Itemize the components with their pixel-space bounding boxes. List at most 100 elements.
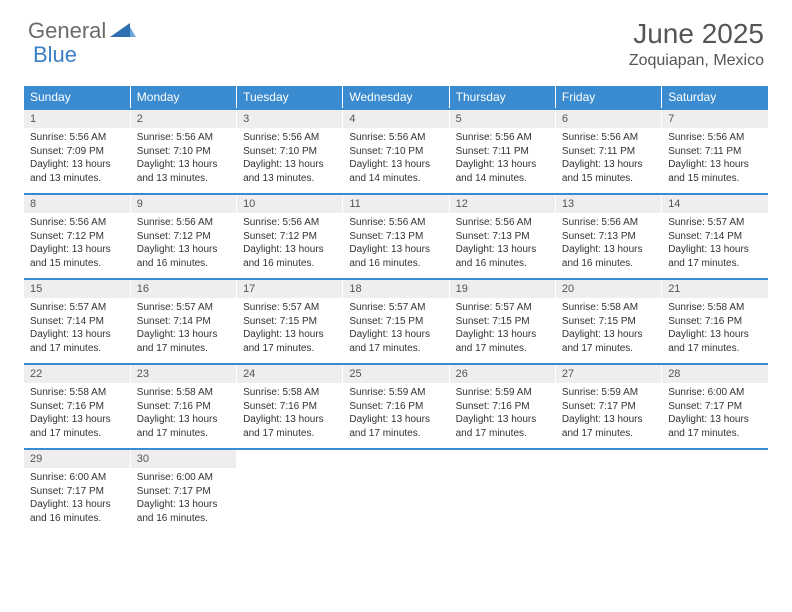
daylight-line: Daylight: 13 hours and 13 minutes. — [30, 158, 124, 185]
sunset-line: Sunset: 7:16 PM — [30, 400, 124, 414]
day-number-cell: 4 — [343, 109, 449, 128]
sunset-value: 7:17 PM — [599, 401, 636, 412]
sunset-line: Sunset: 7:11 PM — [456, 145, 549, 159]
daylight-line: Daylight: 13 hours and 16 minutes. — [243, 243, 336, 270]
sunset-line: Sunset: 7:11 PM — [562, 145, 655, 159]
daylight-label: Daylight: — [456, 414, 495, 425]
day-info-cell: Sunrise: 5:56 AMSunset: 7:10 PMDaylight:… — [237, 128, 343, 194]
day-number-cell: 25 — [343, 364, 449, 383]
daylight-label: Daylight: — [137, 414, 176, 425]
week-number-row: 22232425262728 — [24, 364, 768, 383]
day-info-cell — [343, 468, 449, 533]
sunrise-line: Sunrise: 5:56 AM — [137, 216, 230, 230]
sunrise-label: Sunrise: — [668, 217, 705, 228]
day-info-cell: Sunrise: 5:56 AMSunset: 7:10 PMDaylight:… — [130, 128, 236, 194]
day-number-cell: 29 — [24, 449, 130, 468]
day-header-row: SundayMondayTuesdayWednesdayThursdayFrid… — [24, 86, 768, 109]
day-number-cell: 14 — [662, 194, 768, 213]
sunset-label: Sunset: — [349, 146, 383, 157]
sunset-value: 7:14 PM — [705, 231, 742, 242]
sunset-label: Sunset: — [30, 486, 64, 497]
day-header: Wednesday — [343, 86, 449, 109]
daylight-line: Daylight: 13 hours and 14 minutes. — [456, 158, 549, 185]
sunset-label: Sunset: — [243, 146, 277, 157]
daylight-label: Daylight: — [562, 159, 601, 170]
daylight-line: Daylight: 13 hours and 16 minutes. — [349, 243, 442, 270]
sunset-line: Sunset: 7:10 PM — [137, 145, 230, 159]
sunset-label: Sunset: — [30, 231, 64, 242]
sunset-value: 7:13 PM — [599, 231, 636, 242]
sunset-line: Sunset: 7:13 PM — [562, 230, 655, 244]
daylight-label: Daylight: — [137, 244, 176, 255]
day-info-cell: Sunrise: 5:56 AMSunset: 7:13 PMDaylight:… — [449, 213, 555, 279]
sunset-label: Sunset: — [349, 231, 383, 242]
sunrise-value: 5:56 AM — [708, 132, 745, 143]
sunset-label: Sunset: — [137, 316, 171, 327]
sunrise-line: Sunrise: 5:58 AM — [562, 301, 655, 315]
sunset-line: Sunset: 7:16 PM — [668, 315, 762, 329]
day-info-cell: Sunrise: 5:58 AMSunset: 7:16 PMDaylight:… — [130, 383, 236, 449]
daylight-label: Daylight: — [668, 159, 707, 170]
sunrise-value: 5:56 AM — [69, 132, 106, 143]
sunrise-label: Sunrise: — [30, 472, 67, 483]
day-header: Friday — [555, 86, 661, 109]
sunrise-line: Sunrise: 5:58 AM — [30, 386, 124, 400]
day-number-cell: 23 — [130, 364, 236, 383]
sunset-value: 7:10 PM — [280, 146, 317, 157]
sunrise-line: Sunrise: 5:57 AM — [30, 301, 124, 315]
sunrise-label: Sunrise: — [30, 302, 67, 313]
sunrise-label: Sunrise: — [137, 472, 174, 483]
sunset-value: 7:16 PM — [280, 401, 317, 412]
header: General June 2025 Zoquiapan, Mexico — [0, 0, 792, 78]
daylight-label: Daylight: — [243, 244, 282, 255]
sunrise-label: Sunrise: — [456, 217, 493, 228]
brand-part1: General — [28, 18, 106, 44]
sunset-value: 7:14 PM — [67, 316, 104, 327]
sunrise-value: 5:56 AM — [495, 217, 532, 228]
day-number-cell: 8 — [24, 194, 130, 213]
daylight-line: Daylight: 13 hours and 15 minutes. — [668, 158, 762, 185]
day-info-cell: Sunrise: 5:56 AMSunset: 7:13 PMDaylight:… — [555, 213, 661, 279]
day-number-cell: 19 — [449, 279, 555, 298]
sunrise-line: Sunrise: 5:56 AM — [243, 216, 336, 230]
day-number-cell: 17 — [237, 279, 343, 298]
sunset-label: Sunset: — [456, 146, 490, 157]
sunset-line: Sunset: 7:12 PM — [243, 230, 336, 244]
day-header: Thursday — [449, 86, 555, 109]
sunrise-line: Sunrise: 5:56 AM — [668, 131, 762, 145]
sunrise-label: Sunrise: — [30, 387, 67, 398]
sunset-line: Sunset: 7:15 PM — [243, 315, 336, 329]
brand-triangle-icon — [110, 21, 136, 44]
daylight-line: Daylight: 13 hours and 17 minutes. — [562, 413, 655, 440]
sunset-value: 7:11 PM — [492, 146, 529, 157]
sunrise-line: Sunrise: 5:56 AM — [30, 131, 124, 145]
day-number-cell: 7 — [662, 109, 768, 128]
day-info-cell: Sunrise: 6:00 AMSunset: 7:17 PMDaylight:… — [130, 468, 236, 533]
day-info-cell: Sunrise: 5:57 AMSunset: 7:14 PMDaylight:… — [662, 213, 768, 279]
sunrise-value: 5:58 AM — [69, 387, 106, 398]
week-info-row: Sunrise: 5:57 AMSunset: 7:14 PMDaylight:… — [24, 298, 768, 364]
sunset-line: Sunset: 7:11 PM — [668, 145, 762, 159]
sunrise-value: 6:00 AM — [708, 387, 745, 398]
sunset-value: 7:16 PM — [173, 401, 210, 412]
sunrise-label: Sunrise: — [137, 132, 174, 143]
sunset-value: 7:09 PM — [67, 146, 104, 157]
sunrise-value: 5:59 AM — [495, 387, 532, 398]
sunset-value: 7:17 PM — [173, 486, 210, 497]
sunrise-value: 6:00 AM — [176, 472, 213, 483]
sunrise-label: Sunrise: — [30, 132, 67, 143]
day-info-cell: Sunrise: 5:59 AMSunset: 7:17 PMDaylight:… — [555, 383, 661, 449]
sunrise-line: Sunrise: 6:00 AM — [668, 386, 762, 400]
sunrise-value: 5:56 AM — [176, 132, 213, 143]
sunrise-label: Sunrise: — [243, 302, 280, 313]
sunset-label: Sunset: — [137, 231, 171, 242]
day-info-cell: Sunrise: 5:56 AMSunset: 7:12 PMDaylight:… — [24, 213, 130, 279]
sunset-label: Sunset: — [30, 146, 64, 157]
sunset-line: Sunset: 7:14 PM — [137, 315, 230, 329]
sunset-label: Sunset: — [668, 231, 702, 242]
sunrise-label: Sunrise: — [243, 132, 280, 143]
sunrise-line: Sunrise: 5:58 AM — [243, 386, 336, 400]
daylight-label: Daylight: — [668, 244, 707, 255]
sunset-label: Sunset: — [243, 316, 277, 327]
sunrise-value: 5:56 AM — [283, 217, 320, 228]
